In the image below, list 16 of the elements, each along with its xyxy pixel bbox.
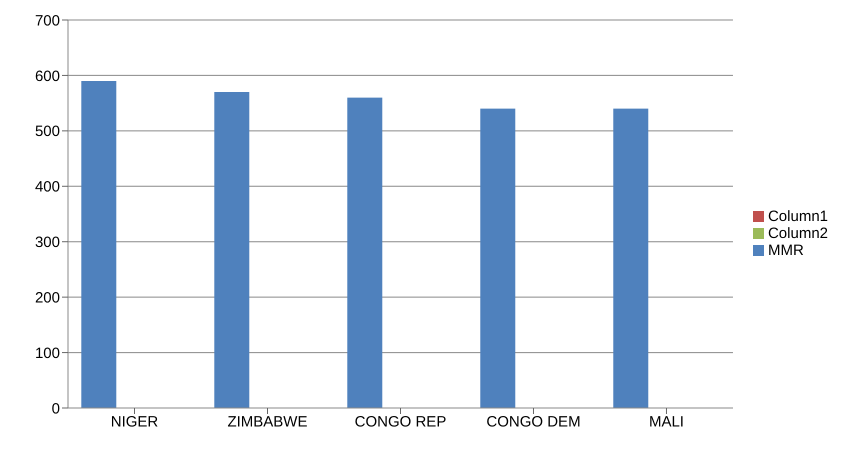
legend-label: Column2 — [768, 224, 828, 242]
y-tick-label: 200 — [34, 289, 60, 306]
y-tick-label: 300 — [34, 234, 60, 252]
x-tick-label: CONGO DEM — [486, 414, 581, 431]
x-tick-label: MALI — [648, 414, 684, 431]
x-tick-label: CONGO REP — [354, 414, 446, 431]
y-tick-label: 100 — [34, 344, 60, 362]
y-tick-label: 400 — [34, 178, 60, 196]
y-tick-label: 600 — [34, 68, 60, 85]
y-tick-label: 0 — [52, 400, 60, 418]
y-tick-label: 500 — [34, 123, 60, 140]
x-tick-label: NIGER — [110, 414, 158, 431]
x-tick-label: ZIMBABWE — [227, 414, 308, 431]
legend-label: Column1 — [768, 208, 828, 224]
y-tick-label: 700 — [34, 12, 60, 30]
legend-label: MMR — [768, 242, 804, 258]
